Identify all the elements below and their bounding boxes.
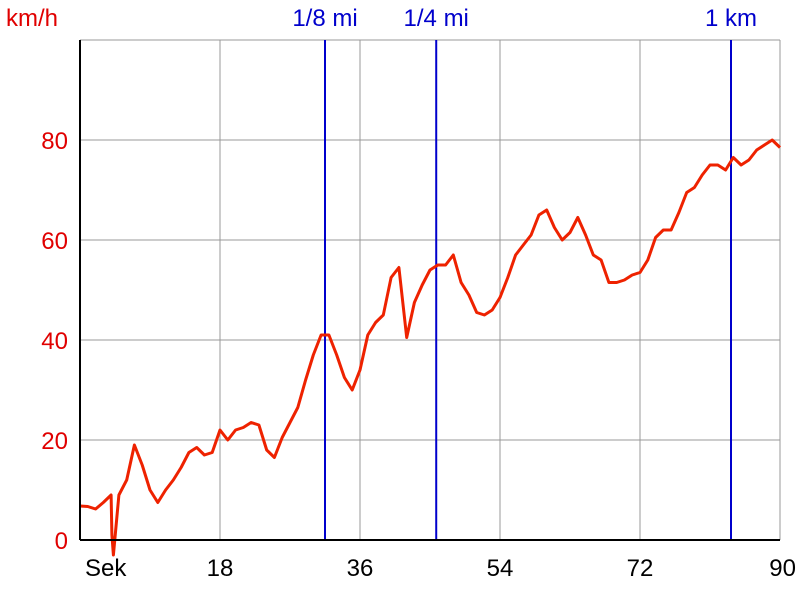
- speed-line: [79, 138, 782, 557]
- x-tick-label: 36: [347, 555, 374, 582]
- y-tick-label: 60: [41, 228, 68, 255]
- x-tick-label: 72: [627, 555, 654, 582]
- grid: [80, 39, 781, 540]
- speed-series-line: [79, 138, 782, 557]
- tick-labels: km/h Sek 0 20 40 60 80 18 36 54 72 90 1/8 mi 1/4 mi…: [6, 5, 796, 582]
- x-tick-label: 90: [769, 555, 796, 582]
- x-tick-label: 18: [207, 555, 234, 582]
- distance-markers: [324, 40, 732, 540]
- y-tick-label: 40: [41, 328, 68, 355]
- distance-marker-label: 1 km: [705, 5, 757, 32]
- y-tick-label: 80: [41, 128, 68, 155]
- x-axis-unit-label: Sek: [85, 555, 127, 582]
- y-axis-unit-label: km/h: [6, 5, 58, 32]
- y-tick-label: 20: [41, 428, 68, 455]
- y-tick-label: 0: [55, 528, 68, 555]
- axes: [79, 40, 780, 541]
- x-tick-label: 54: [487, 555, 514, 582]
- distance-marker-label: 1/4 mi: [404, 5, 469, 32]
- distance-marker-label: 1/8 mi: [292, 5, 357, 32]
